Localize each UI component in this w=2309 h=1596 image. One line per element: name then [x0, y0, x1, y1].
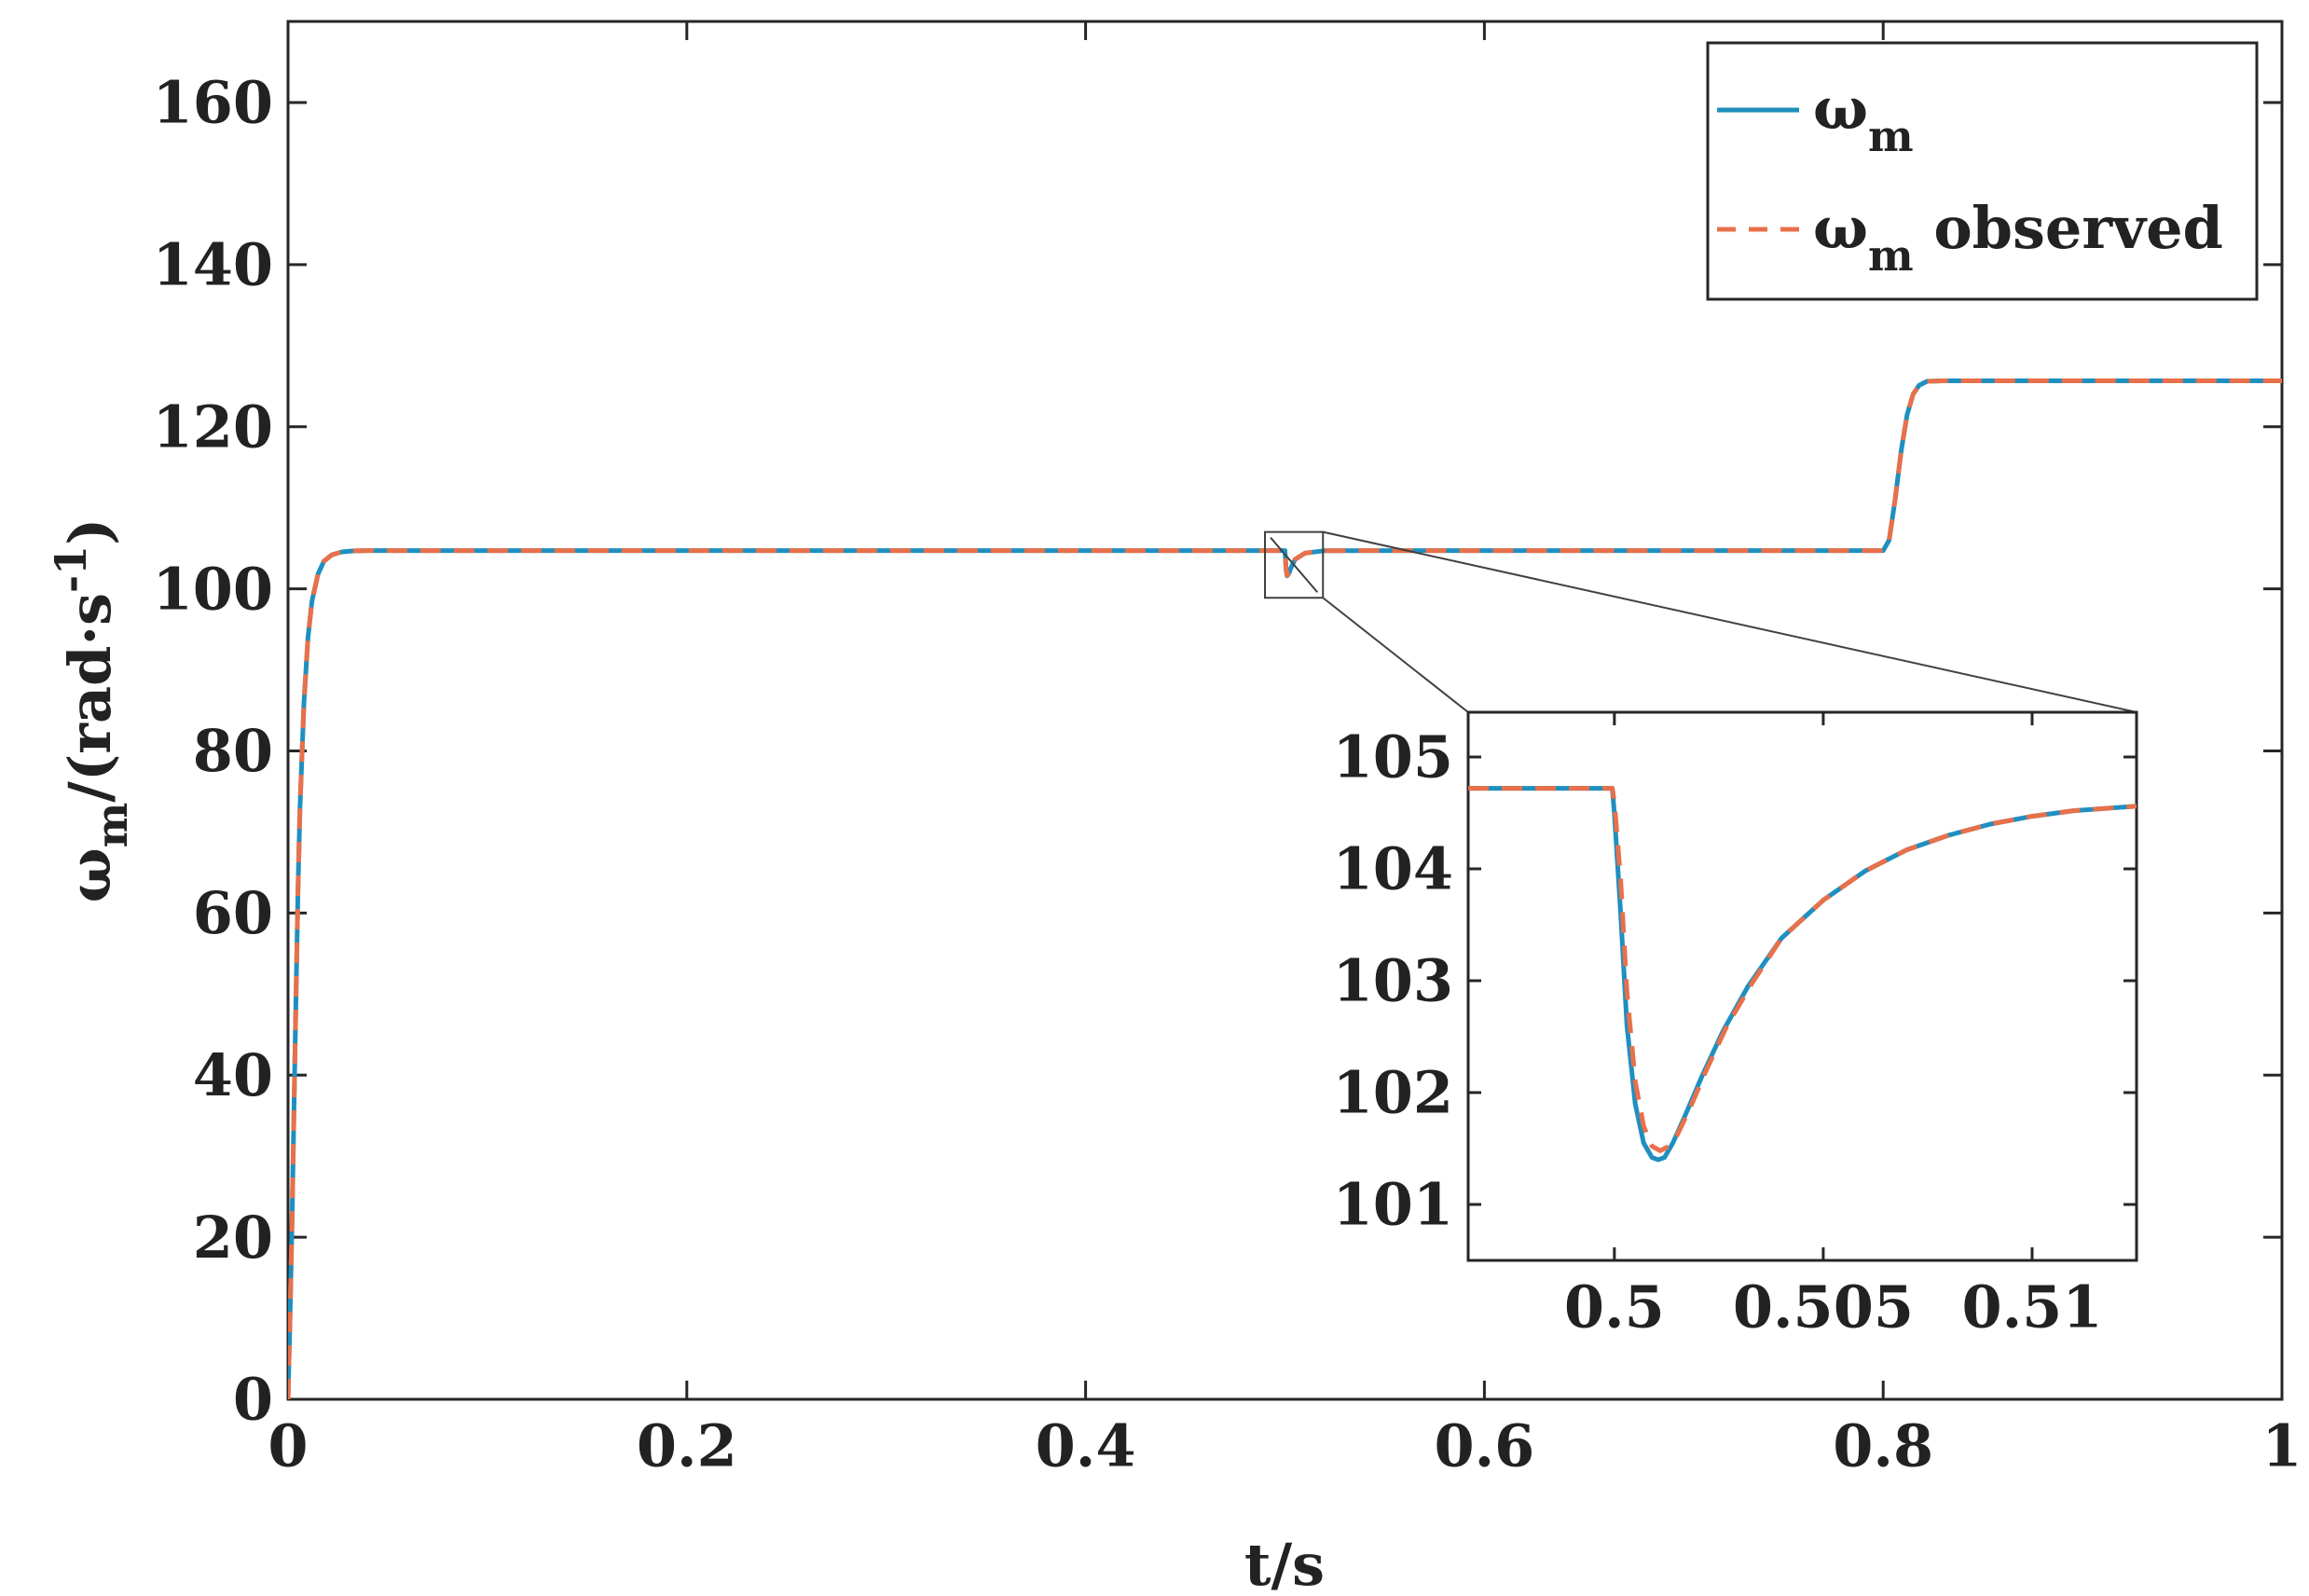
- y-axis-label: ωm/(rad·s-1): [46, 518, 137, 903]
- legend-label-omega-m-observed: ωm observed: [1813, 194, 2223, 281]
- x-tick-label: 0.8: [1833, 1411, 1933, 1479]
- legend-label-omega-m-symbol: ω: [1813, 75, 1868, 143]
- y-tick-label: 102: [1333, 1059, 1453, 1127]
- x-tick-label: 0.505: [1733, 1273, 1914, 1341]
- inset-series-group: [1468, 786, 2137, 1163]
- x-tick-label: 1: [2261, 1411, 2302, 1479]
- main-series-omega-m-observed: [288, 378, 2282, 1399]
- y-axis-label-close: ): [56, 518, 124, 545]
- y-tick-label: 60: [193, 879, 273, 947]
- y-axis-label-subscript: m: [87, 803, 137, 848]
- legend-box: [1706, 41, 2259, 301]
- y-tick-label: 160: [153, 69, 273, 137]
- y-tick-label: 103: [1333, 947, 1453, 1015]
- legend-label-omega-m-subscript: m: [1868, 111, 1914, 161]
- inset-series-omega-m-observed: [1468, 786, 2137, 1153]
- inset-plot-area: [1466, 710, 2138, 1262]
- legend-label-observed-suffix: observed: [1914, 194, 2223, 262]
- x-tick-label: 0.5: [1564, 1273, 1665, 1341]
- y-tick-label: 80: [193, 717, 273, 785]
- x-axis-label: t/s: [1244, 1531, 1325, 1596]
- zoom-region-box: [1264, 530, 1325, 599]
- y-tick-label: 104: [1333, 835, 1453, 903]
- legend-label-observed-subscript: m: [1868, 230, 1914, 281]
- zoom-connector-line: [1323, 530, 2137, 713]
- x-tick-label: 0: [268, 1411, 308, 1479]
- inset-axis-ticks: [1468, 712, 2137, 1260]
- x-tick-label: 0.51: [1961, 1273, 2102, 1341]
- zoom-box-cross: [1270, 536, 1318, 593]
- y-axis-label-superscript: -1: [46, 545, 96, 593]
- x-tick-label: 0.4: [1036, 1411, 1136, 1479]
- legend-label-omega-m: ωm: [1813, 75, 1914, 161]
- y-tick-label: 0: [233, 1366, 273, 1434]
- main-series-group: [288, 378, 2282, 1399]
- y-tick-label: 20: [193, 1204, 273, 1272]
- y-tick-label: 140: [153, 231, 273, 299]
- inset-axis-tick-labels: 0.5 0.505 0.51 101 102 103 104 105: [1333, 723, 2103, 1341]
- legend-label-observed-symbol: ω: [1813, 194, 1868, 262]
- legend: ωm ωm observed: [1706, 41, 2259, 301]
- y-tick-label: 120: [153, 392, 273, 461]
- y-tick-label: 105: [1333, 723, 1453, 791]
- zoom-connector-line: [1322, 597, 1469, 713]
- y-tick-label: 100: [153, 555, 273, 623]
- x-tick-label: 0.2: [637, 1411, 737, 1479]
- x-tick-label: 0.6: [1434, 1411, 1534, 1479]
- y-tick-label: 101: [1333, 1171, 1453, 1239]
- y-axis-label-unit: /(rad·s: [56, 593, 124, 803]
- y-tick-label: 40: [193, 1041, 273, 1109]
- y-axis-label-symbol: ω: [56, 847, 124, 902]
